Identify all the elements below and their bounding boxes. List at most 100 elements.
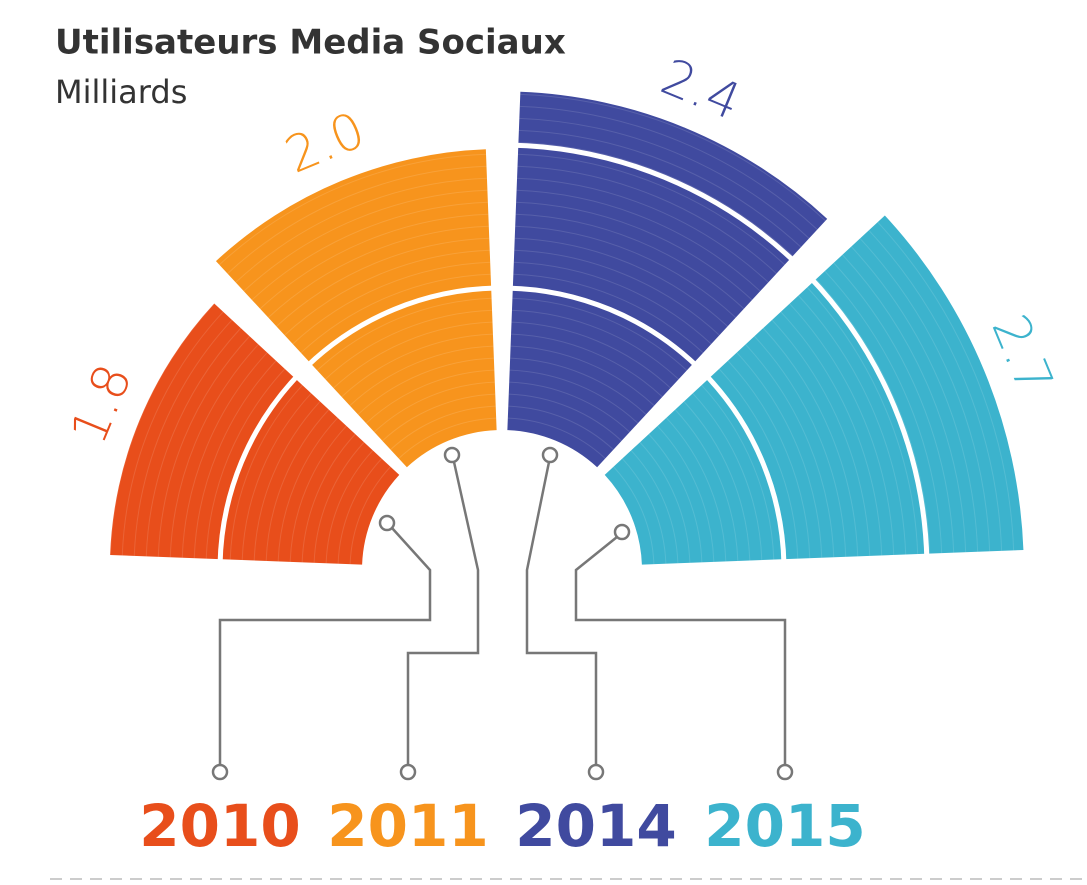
connectors [218, 461, 787, 765]
band-separator [217, 373, 301, 565]
dot [211, 763, 229, 781]
texture-line [842, 254, 967, 553]
texture-line [639, 441, 691, 563]
texture-line [692, 393, 763, 561]
texture-line [509, 381, 631, 433]
texture-line [229, 384, 303, 560]
texture-line [241, 393, 312, 561]
texture-line [357, 357, 494, 415]
texture-line [289, 425, 347, 562]
texture-line [300, 273, 491, 354]
wedge [507, 91, 828, 468]
chart-title: Utilisateurs Media Sociaux [55, 23, 566, 63]
connector [218, 527, 432, 765]
dot [378, 514, 396, 532]
texture-line [674, 409, 739, 561]
texture-line [265, 409, 330, 561]
texture-line [509, 369, 639, 424]
texture-line [789, 303, 895, 555]
texture-line [815, 278, 931, 554]
texture-line [511, 333, 663, 398]
value-label: 2.4 [653, 47, 749, 131]
texture-line [193, 360, 277, 559]
texture-line [736, 352, 823, 558]
dot [399, 763, 417, 781]
band-separator [305, 285, 497, 369]
texture-line [745, 344, 835, 558]
connector [525, 461, 598, 765]
texture-line [382, 393, 496, 442]
texture-line [850, 246, 979, 552]
value-label: 2.0 [277, 101, 373, 185]
texture-line [718, 368, 799, 559]
texture-line [630, 450, 679, 564]
texture-line [349, 345, 494, 407]
dot [613, 523, 631, 541]
band-separator [510, 142, 798, 266]
texture-line [859, 238, 991, 552]
category-label: 2010 [139, 792, 300, 860]
texture-line [508, 393, 622, 442]
texture-line [514, 249, 720, 336]
texture-line [337, 458, 383, 564]
texture-line [313, 441, 365, 563]
texture-line [513, 273, 704, 354]
texture-line [365, 369, 495, 424]
texture-line [518, 129, 802, 248]
texture-line [518, 141, 794, 257]
texture-line [519, 105, 818, 230]
texture-line [333, 321, 493, 389]
texture-line [235, 177, 487, 283]
texture-line [341, 333, 493, 398]
texture-line [227, 165, 487, 274]
value-label: 1.8 [59, 356, 143, 452]
connector-dots [211, 446, 794, 781]
texture-line [507, 417, 606, 459]
texture-line [517, 177, 769, 283]
texture-line [613, 466, 655, 565]
texture-line [665, 417, 727, 562]
texture-line [243, 189, 488, 292]
texture-line [701, 384, 775, 560]
texture-line [181, 352, 268, 558]
texture-line [292, 261, 491, 345]
texture-line [806, 287, 919, 555]
category-label: 2011 [327, 792, 488, 860]
texture-line [517, 165, 777, 274]
wedge [215, 149, 497, 468]
texture-line [267, 225, 489, 318]
texture-line [510, 345, 655, 407]
texture-line [145, 327, 242, 557]
texture-line [824, 270, 943, 554]
texture-line [205, 368, 286, 559]
connector [406, 461, 480, 765]
connector [574, 536, 787, 765]
band-separator [703, 373, 787, 565]
texture-line [727, 360, 811, 559]
texture-line [277, 417, 339, 562]
texture-line [771, 319, 871, 556]
texture-line [511, 321, 671, 389]
texture-line [520, 93, 826, 222]
texture-line [510, 357, 647, 415]
texture-line [833, 262, 955, 553]
texture-line [390, 405, 496, 451]
texture-line [508, 405, 614, 451]
texture-line [754, 335, 847, 557]
band-separator [507, 285, 699, 369]
texture-line [325, 450, 374, 564]
texture-line [519, 117, 810, 239]
texture-line [868, 229, 1003, 551]
texture-line [253, 401, 321, 561]
texture-line [157, 335, 250, 557]
texture-line [121, 311, 224, 556]
texture-line [798, 295, 907, 555]
texture-line [648, 433, 703, 563]
texture-line [511, 309, 679, 380]
texture-line [515, 225, 737, 318]
texture-line [780, 311, 883, 556]
texture-line [301, 433, 356, 563]
texture-line [516, 189, 761, 292]
texture-line [284, 249, 490, 336]
texture-line [276, 237, 490, 327]
